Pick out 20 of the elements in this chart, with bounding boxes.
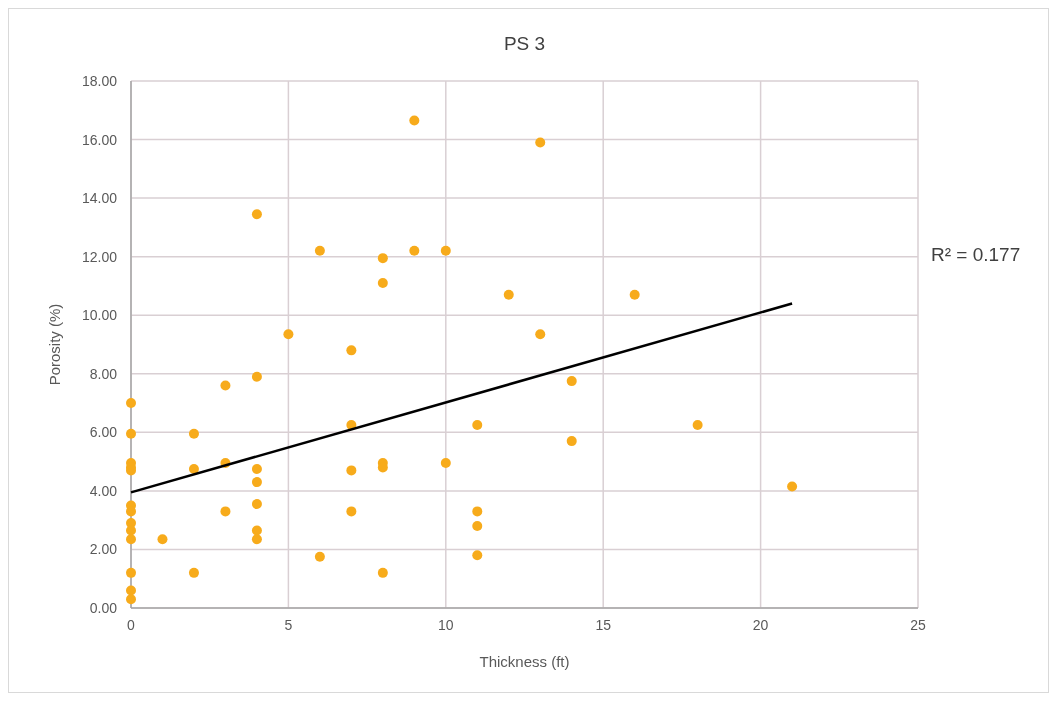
y-axis-title: Porosity (%) (46, 303, 63, 386)
y-tick-label: 4.00 (89, 482, 118, 499)
x-tick-label: 10 (438, 617, 454, 633)
y-tick-label: 0.00 (89, 600, 118, 616)
y-tick-label: 16.00 (81, 131, 118, 148)
x-tick-label: 15 (595, 617, 612, 633)
x-tick-label: 20 (752, 617, 769, 633)
y-tick-label: 12.00 (81, 248, 118, 265)
x-tick-label: 5 (284, 617, 293, 633)
y-tick-label: 8.00 (89, 365, 118, 382)
y-tick-label: 14.00 (81, 190, 118, 207)
chart-title: PS 3 (503, 33, 546, 54)
y-tick-label: 2.00 (89, 541, 118, 558)
y-tick-label: 18.00 (81, 73, 118, 89)
y-tick-label: 6.00 (89, 424, 118, 441)
y-tick-label: 10.00 (81, 307, 118, 324)
x-axis-title: Thickness (ft) (479, 653, 570, 670)
x-tick-label: 0 (127, 617, 136, 633)
x-tick-label: 25 (910, 617, 926, 633)
text: R² = 0.177 (931, 244, 1021, 265)
